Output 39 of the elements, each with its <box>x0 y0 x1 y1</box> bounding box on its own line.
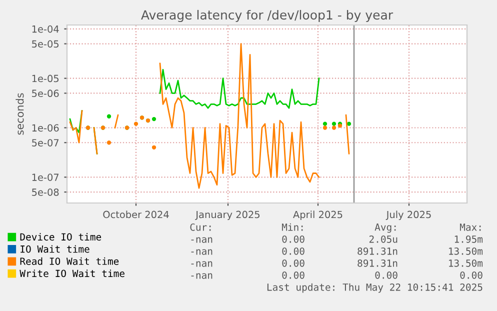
text: 891.31n <box>358 247 398 255</box>
text: 2.05u <box>369 235 398 243</box>
text: Cur: <box>190 223 211 231</box>
text: 0.00 <box>282 271 304 279</box>
text: 0.00 <box>282 235 304 243</box>
text: Min: <box>282 223 303 231</box>
y-tick-label: 1e-05 <box>32 74 59 82</box>
text: 1.95m <box>454 235 483 243</box>
legend-label: Device IO time <box>20 233 102 241</box>
x-tick-label: July 2025 <box>386 210 431 220</box>
x-tick-label: April 2025 <box>293 210 342 220</box>
text: 13.50m <box>449 259 483 267</box>
y-axis-title: seconds <box>16 93 24 135</box>
text: 0.00 <box>282 259 304 267</box>
text: -nan <box>191 273 212 279</box>
text: Avg: <box>374 224 396 233</box>
chart-title: Average latency for /dev/loop1 - by year <box>141 10 394 22</box>
x-tick-label: January 2025 <box>195 210 260 220</box>
text: Max: <box>460 224 481 231</box>
y-tick-label: 5e-05 <box>32 40 59 48</box>
text: 891.31n <box>358 259 398 267</box>
text: -nan <box>191 249 212 255</box>
y-tick-label: 5e-08 <box>32 188 59 196</box>
x-tick-label: October 2024 <box>103 210 169 218</box>
y-tick-label: 5e-07 <box>32 139 59 146</box>
legend-label: Write IO Wait time <box>20 270 124 278</box>
y-tick-label: 1e-07 <box>32 174 59 181</box>
y-tick-label: 5e-06 <box>32 90 59 98</box>
text: Last update: Thu May 22 10:15:41 2025 <box>267 283 482 293</box>
y-tick-label: 1e-06 <box>32 124 59 132</box>
text: -nan <box>191 237 212 243</box>
legend-label: Read IO Wait time <box>20 257 119 265</box>
text: 0.00 <box>375 271 398 279</box>
text: 13.50m <box>449 247 483 255</box>
text: 0.00 <box>282 247 304 255</box>
y-tick-label: 1e-04 <box>32 25 59 33</box>
text: -nan <box>191 261 212 267</box>
legend-label: IO Wait time <box>20 245 90 253</box>
text: 0.00 <box>460 271 482 279</box>
